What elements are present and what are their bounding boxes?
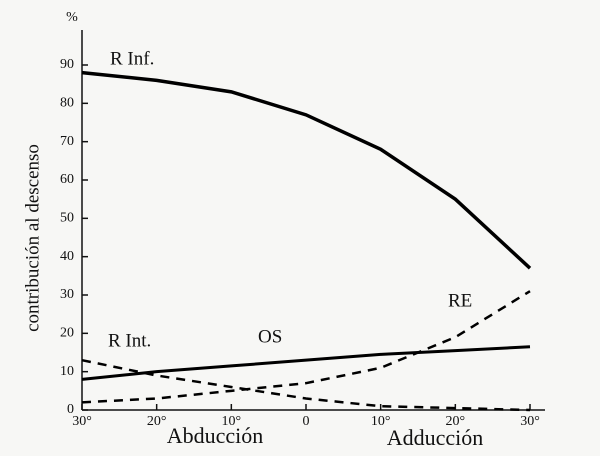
series-label: RE: [448, 290, 472, 311]
series-line: [81, 290, 531, 404]
y-tick-label: 80: [60, 96, 74, 111]
series-label: OS: [258, 326, 282, 347]
x-tick-label: 30°: [72, 414, 92, 429]
x-tick-label: 0: [303, 414, 310, 429]
y-tick-label: 0: [67, 402, 74, 417]
series-line: [81, 358, 531, 412]
y-tick-label: 20: [60, 326, 74, 341]
series-label: R Int.: [108, 330, 151, 351]
x-group-label: Abducción: [167, 423, 264, 448]
x-group-label: Adducción: [387, 425, 484, 450]
y-tick-label: 50: [60, 211, 74, 226]
y-tick-label: 60: [60, 172, 74, 187]
y-tick-label: 70: [60, 134, 74, 149]
series-line: [81, 70, 532, 270]
x-tick-label: 10°: [222, 414, 242, 429]
y-tick-label: 40: [60, 249, 74, 264]
x-tick-label: 20°: [446, 414, 466, 429]
x-tick-label: 20°: [147, 414, 167, 429]
x-tick-label: 10°: [371, 414, 391, 429]
y-tick-label: 30: [60, 287, 74, 302]
y-tick-label: 10: [60, 364, 74, 379]
series-label: R Inf.: [110, 48, 154, 69]
x-tick-label: 30°: [520, 414, 540, 429]
series-line: [81, 345, 531, 381]
y-axis-label: contribución al descenso: [22, 144, 43, 332]
y-tick-label: 90: [60, 57, 74, 72]
y-unit: %: [66, 10, 78, 25]
